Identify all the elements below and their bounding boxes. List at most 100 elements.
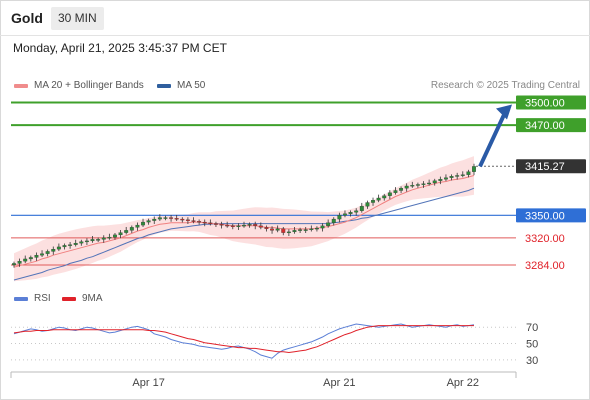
candle	[399, 186, 404, 194]
ma20-label: MA 20 + Bollinger Bands	[34, 80, 144, 91]
candle	[45, 249, 50, 257]
candle	[124, 226, 129, 235]
candle	[73, 239, 78, 247]
candle-body	[247, 224, 252, 226]
bollinger-band	[14, 156, 474, 282]
candle	[169, 214, 174, 222]
candle	[326, 219, 331, 228]
candle	[84, 238, 89, 246]
candle	[258, 222, 263, 230]
level-label-2: 3415.27	[525, 161, 565, 173]
candle-body	[320, 225, 325, 229]
candle-body	[253, 224, 258, 226]
candle	[427, 179, 432, 186]
level-label-0: 3500.00	[525, 98, 565, 110]
candle-body	[298, 229, 303, 231]
candle	[331, 217, 336, 226]
candle	[185, 217, 190, 224]
candle-body	[23, 258, 28, 262]
candle-body	[382, 195, 387, 199]
level-tag-3	[516, 208, 586, 223]
candle	[354, 208, 359, 216]
candle-body	[281, 228, 286, 233]
candle-body	[421, 183, 426, 185]
candle-body	[56, 246, 61, 250]
interval-selector[interactable]: 30 MIN	[51, 7, 104, 30]
candle	[298, 227, 303, 233]
candle-body	[73, 242, 78, 245]
candle	[79, 239, 84, 246]
candle-body	[270, 228, 274, 231]
candle-body	[455, 175, 460, 177]
candle	[415, 182, 420, 188]
candle	[56, 243, 61, 252]
candle-body	[141, 221, 145, 226]
candle-body	[17, 261, 22, 264]
candle-body	[174, 218, 179, 220]
candle-body	[427, 182, 432, 185]
candle	[270, 226, 274, 234]
timestamp: Monday, April 21, 2025 3:45:37 PM CET	[13, 41, 227, 55]
candle	[337, 212, 342, 223]
candle-body	[404, 185, 409, 189]
candle	[303, 226, 308, 233]
candle-body	[28, 257, 33, 260]
legend-ma20: MA 20 + Bollinger Bands	[14, 80, 144, 91]
candle-body	[264, 227, 269, 230]
rsi-9ma-line	[13, 325, 474, 354]
candle-body	[113, 234, 117, 238]
candle	[208, 219, 213, 226]
candle-body	[118, 232, 123, 236]
rsi-tick-1: 50	[526, 339, 538, 351]
candle-body	[432, 180, 437, 184]
level-label-4: 3320.00	[525, 233, 565, 245]
candle-body	[258, 225, 263, 228]
candle-body	[107, 236, 112, 239]
candle	[376, 194, 381, 203]
candle-body	[242, 224, 246, 227]
rsi-label: RSI	[34, 293, 51, 304]
candle	[236, 223, 241, 230]
candle	[242, 221, 246, 228]
candle-body	[365, 202, 370, 207]
candle-body	[129, 227, 134, 231]
projection-arrow-head	[496, 104, 512, 120]
candle-body	[124, 230, 129, 233]
candle-body	[449, 176, 454, 178]
ma50-swatch	[157, 83, 171, 88]
candle	[247, 222, 252, 228]
candle-body	[157, 217, 162, 220]
candle	[275, 225, 280, 233]
legend-9ma: 9MA	[62, 293, 103, 304]
candle-body	[45, 251, 50, 254]
candle-body	[326, 222, 331, 226]
candle-body	[393, 190, 398, 193]
candle-body	[101, 237, 106, 240]
candle-body	[84, 240, 89, 243]
candle-body	[359, 206, 364, 211]
candle-body	[180, 218, 185, 221]
rsi-line	[13, 323, 475, 359]
candle	[460, 171, 465, 178]
ma20-swatch	[14, 83, 28, 88]
candle	[174, 214, 179, 221]
candle-body	[230, 225, 235, 227]
candle	[230, 223, 235, 230]
candle-body	[331, 218, 336, 223]
candle-body	[208, 222, 213, 224]
candle-body	[309, 228, 314, 231]
candle	[320, 223, 325, 232]
level-tag-1	[516, 118, 586, 133]
candle	[281, 226, 286, 236]
candle	[292, 226, 297, 234]
credit-text: Research © 2025 Trading Central	[430, 80, 580, 91]
level-label-5: 3284.00	[525, 260, 565, 272]
candle	[365, 200, 370, 209]
candle-body	[399, 188, 404, 191]
candle-body	[415, 184, 420, 186]
candle	[113, 232, 117, 240]
candle	[62, 243, 67, 250]
candle	[197, 219, 202, 225]
candle	[432, 178, 437, 186]
candle-body	[343, 213, 347, 216]
